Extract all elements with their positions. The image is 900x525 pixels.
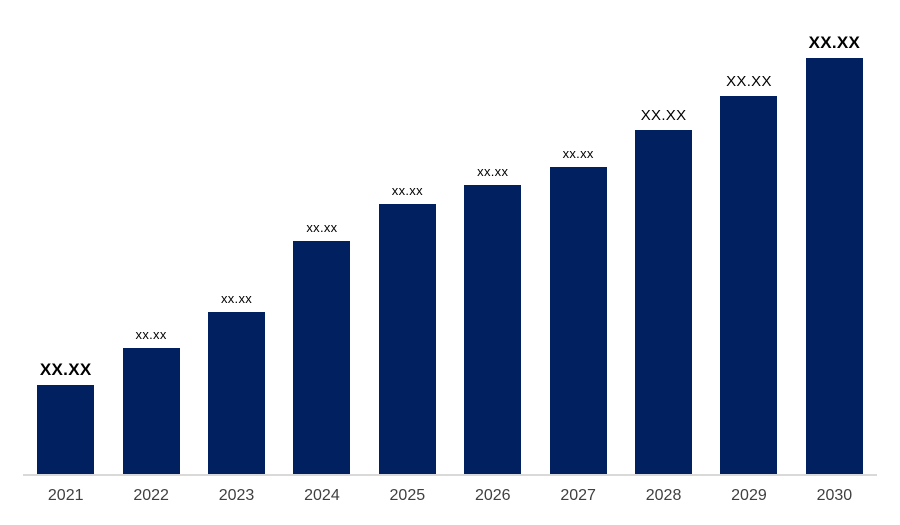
x-tick-2027: 2027 — [560, 487, 596, 504]
bar-2025 — [378, 204, 436, 474]
bar-group-2023: xx.xx — [194, 0, 279, 474]
x-tick-2028: 2028 — [645, 487, 682, 504]
x-tick-2026: 2026 — [474, 487, 511, 504]
plot-area: XX.XX xx.xx xx.xx xx.xx xx.xx xx.xx xx.x… — [23, 0, 877, 474]
bar-value-label: xx.xx — [391, 183, 423, 198]
bar-group-2021: XX.XX — [23, 0, 108, 474]
x-tick-2024: 2024 — [304, 487, 340, 504]
bar-2030 — [805, 58, 863, 474]
bar-2024 — [293, 241, 351, 474]
bar-value-label: xx.xx — [306, 220, 338, 235]
bar-value-label: XX.XX — [726, 73, 772, 90]
bar-value-label: XX.XX — [808, 33, 861, 52]
x-tick-2022: 2022 — [133, 487, 169, 504]
bar-2029 — [720, 96, 778, 474]
x-tick-2023: 2023 — [218, 487, 255, 504]
bar-value-label: xx.xx — [562, 146, 594, 161]
x-tick-2029: 2029 — [731, 487, 767, 504]
bar-group-2026: xx.xx — [450, 0, 535, 474]
bar-group-2024: xx.xx — [279, 0, 364, 474]
bar-group-2028: XX.XX — [621, 0, 706, 474]
x-tick-2025: 2025 — [389, 487, 426, 504]
x-tick-2030: 2030 — [816, 487, 853, 504]
bar-value-label: xx.xx — [477, 164, 509, 179]
x-axis-line — [23, 474, 877, 476]
bar-2021 — [37, 385, 95, 474]
bar-group-2030: XX.XX — [792, 0, 877, 474]
bar-group-2025: xx.xx — [365, 0, 450, 474]
bar-2027 — [549, 167, 607, 474]
bar-group-2029: XX.XX — [706, 0, 791, 474]
bar-value-label: xx.xx — [135, 327, 167, 342]
bar-2022 — [122, 348, 180, 474]
bar-group-2027: xx.xx — [535, 0, 620, 474]
bar-value-label: XX.XX — [39, 360, 92, 379]
bar-value-label: xx.xx — [220, 291, 253, 306]
bar-2028 — [635, 130, 693, 474]
x-axis-tick-labels: 2021 2022 2023 2024 2025 2026 2027 2028 … — [23, 487, 877, 505]
x-tick-2021: 2021 — [47, 487, 84, 504]
bar-2026 — [464, 185, 522, 474]
bar-value-label: XX.XX — [640, 107, 687, 124]
bar-group-2022: xx.xx — [108, 0, 193, 474]
bar-2023 — [208, 312, 266, 474]
